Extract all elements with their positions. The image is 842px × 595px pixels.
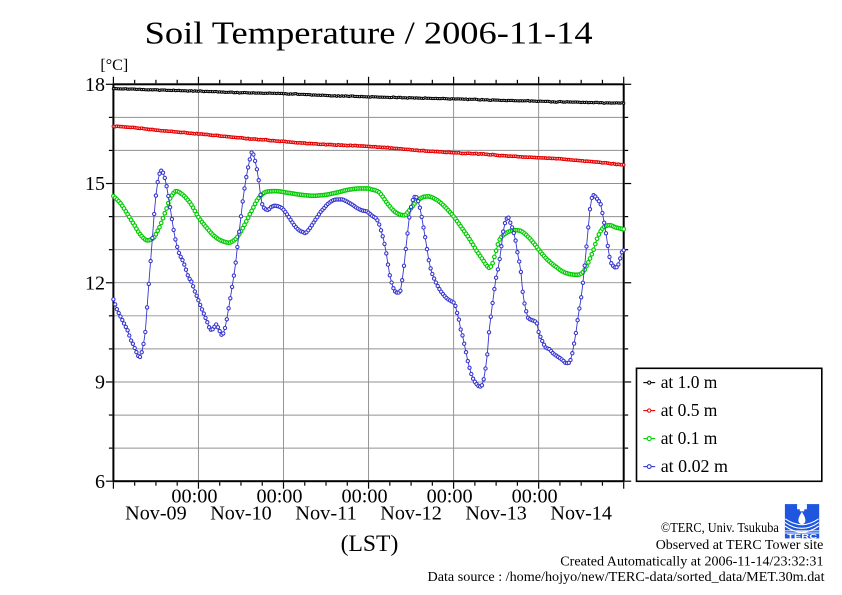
svg-text:Nov-12: Nov-12 — [380, 502, 442, 524]
svg-text:Nov-10: Nov-10 — [210, 502, 272, 524]
svg-text:00:00: 00:00 — [427, 486, 473, 508]
svg-text:6: 6 — [95, 471, 105, 493]
svg-text:©TERC, Univ. Tsukuba: ©TERC, Univ. Tsukuba — [661, 521, 780, 536]
svg-text:00:00: 00:00 — [512, 486, 558, 508]
svg-text:00:00: 00:00 — [342, 486, 388, 508]
svg-text:15: 15 — [85, 173, 105, 195]
svg-text:9: 9 — [95, 372, 105, 394]
svg-text:18: 18 — [85, 74, 105, 96]
svg-text:at 0.02 m: at 0.02 m — [661, 456, 728, 476]
svg-text:Observed at TERC Tower site: Observed at TERC Tower site — [656, 538, 824, 553]
svg-text:Soil Temperature / 2006-11-14: Soil Temperature / 2006-11-14 — [145, 15, 593, 51]
svg-text:Nov-09: Nov-09 — [125, 502, 187, 524]
svg-text:at 0.5 m: at 0.5 m — [661, 400, 718, 420]
svg-text:00:00: 00:00 — [257, 486, 303, 508]
svg-text:at 1.0 m: at 1.0 m — [661, 372, 718, 392]
svg-text:(LST): (LST) — [341, 531, 399, 557]
svg-text:Nov-13: Nov-13 — [465, 502, 527, 524]
svg-text:Data source : /home/hojyo/new/: Data source : /home/hojyo/new/TERC-data/… — [428, 570, 825, 585]
svg-text:00:00: 00:00 — [171, 486, 217, 508]
svg-text:at 0.1 m: at 0.1 m — [661, 428, 718, 448]
svg-text:TERC: TERC — [787, 534, 817, 541]
svg-text:Created Automatically at 2006-: Created Automatically at 2006-11-14/23:3… — [560, 554, 823, 569]
svg-text:[°C]: [°C] — [100, 57, 128, 74]
svg-text:12: 12 — [85, 272, 105, 294]
svg-text:Nov-14: Nov-14 — [550, 502, 612, 524]
svg-text:Nov-11: Nov-11 — [295, 502, 357, 524]
